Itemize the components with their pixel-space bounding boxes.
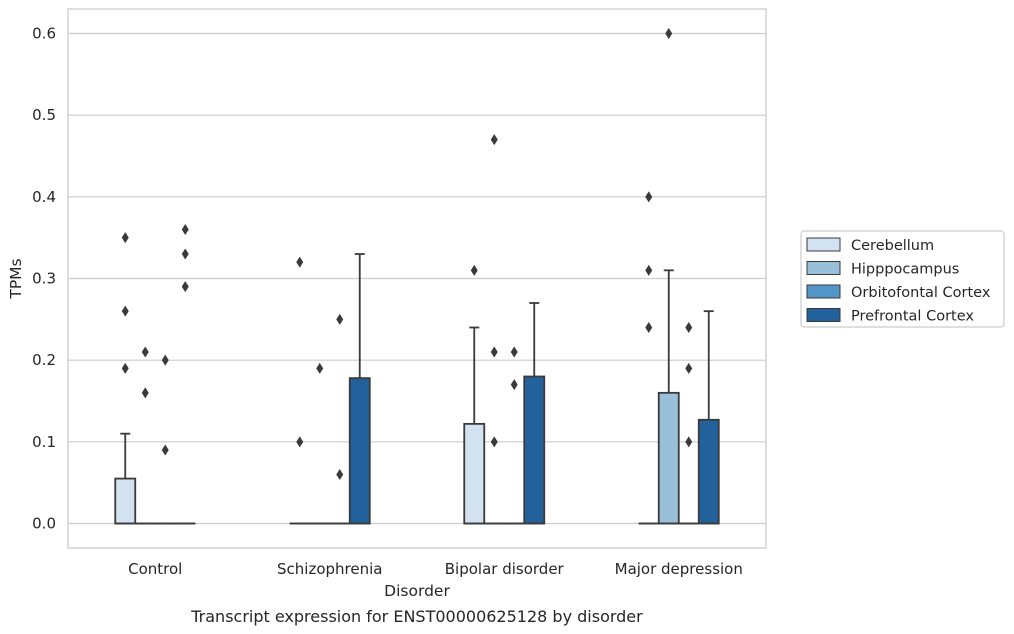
series-orbitofontal-cortex [155,313,699,525]
outlier-point [161,354,169,366]
y-tick-label: 0.3 [32,270,56,288]
outlier-point [685,362,693,374]
legend-swatch [806,308,841,322]
grid-lines [68,32,766,525]
y-tick-label: 0.4 [32,188,56,206]
outlier-point [316,362,324,374]
box [523,375,546,525]
outlier-point [121,305,129,317]
box [114,477,137,525]
legend-swatch [806,261,841,275]
y-tick-label: 0.1 [32,433,56,451]
outlier-point [645,322,653,333]
outlier-point [181,224,189,235]
box [697,418,720,525]
outlier-point [336,469,344,480]
legend-box [800,230,1005,328]
legend-swatch [806,284,841,299]
outlier-point [645,264,653,276]
legend-label: Hipppocampus [851,262,959,278]
outlier-point [470,264,478,276]
outlier-point [121,362,129,374]
outlier-point [336,313,344,325]
y-tick-label: 0.0 [32,515,56,533]
outlier-point [490,134,498,146]
series-prefrontal-cortex [175,224,720,525]
y-axis-title: TPMs [7,258,25,299]
outlier-point [510,379,518,391]
box [657,391,680,525]
outlier-point [296,436,304,448]
outlier-point [645,191,653,203]
outlier-point [121,232,129,244]
box [463,422,486,525]
legend: Cerebellum Hipppocampus Orbitofontal Corte… [800,230,1005,328]
outlier-point [510,346,518,358]
outlier-point [161,444,169,456]
series-cerebellum [114,191,659,525]
outlier-point [141,387,149,399]
legend-label: Cerebellum [851,238,934,254]
outlier-point [181,248,189,260]
plot-frame [67,8,767,549]
legend-swatch [806,237,841,252]
plot-marks [114,28,720,525]
x-tick-label: Major depression [615,560,743,578]
outlier-point [665,28,673,39]
x-tick-label: Schizophrenia [277,560,382,578]
box [348,377,371,525]
outlier-point [685,322,693,333]
outlier-point [685,436,693,448]
outlier-point [490,436,498,448]
series-hipppocampus [135,28,680,525]
figure-caption: Transcript expression for ENST0000062512… [190,607,643,626]
x-tick-label: Bipolar disorder [445,560,565,578]
y-tick-label: 0.5 [32,106,56,124]
x-axis-title: Disorder [384,582,450,600]
outlier-point [141,346,149,358]
legend-label: Prefrontal Cortex [851,309,974,325]
y-axis-ticks: 0.0 0.1 0.2 0.3 0.4 0.5 0.6 [32,25,56,533]
outlier-point [181,281,189,293]
x-tick-label: Control [128,560,182,578]
y-tick-label: 0.2 [32,351,56,369]
outlier-point [490,346,498,358]
legend-label: Orbitofontal Cortex [851,285,991,301]
outlier-point [296,256,304,268]
y-tick-label: 0.6 [32,25,56,43]
x-axis-ticks: Control Schizophrenia Bipolar disorder Majo… [128,560,743,578]
